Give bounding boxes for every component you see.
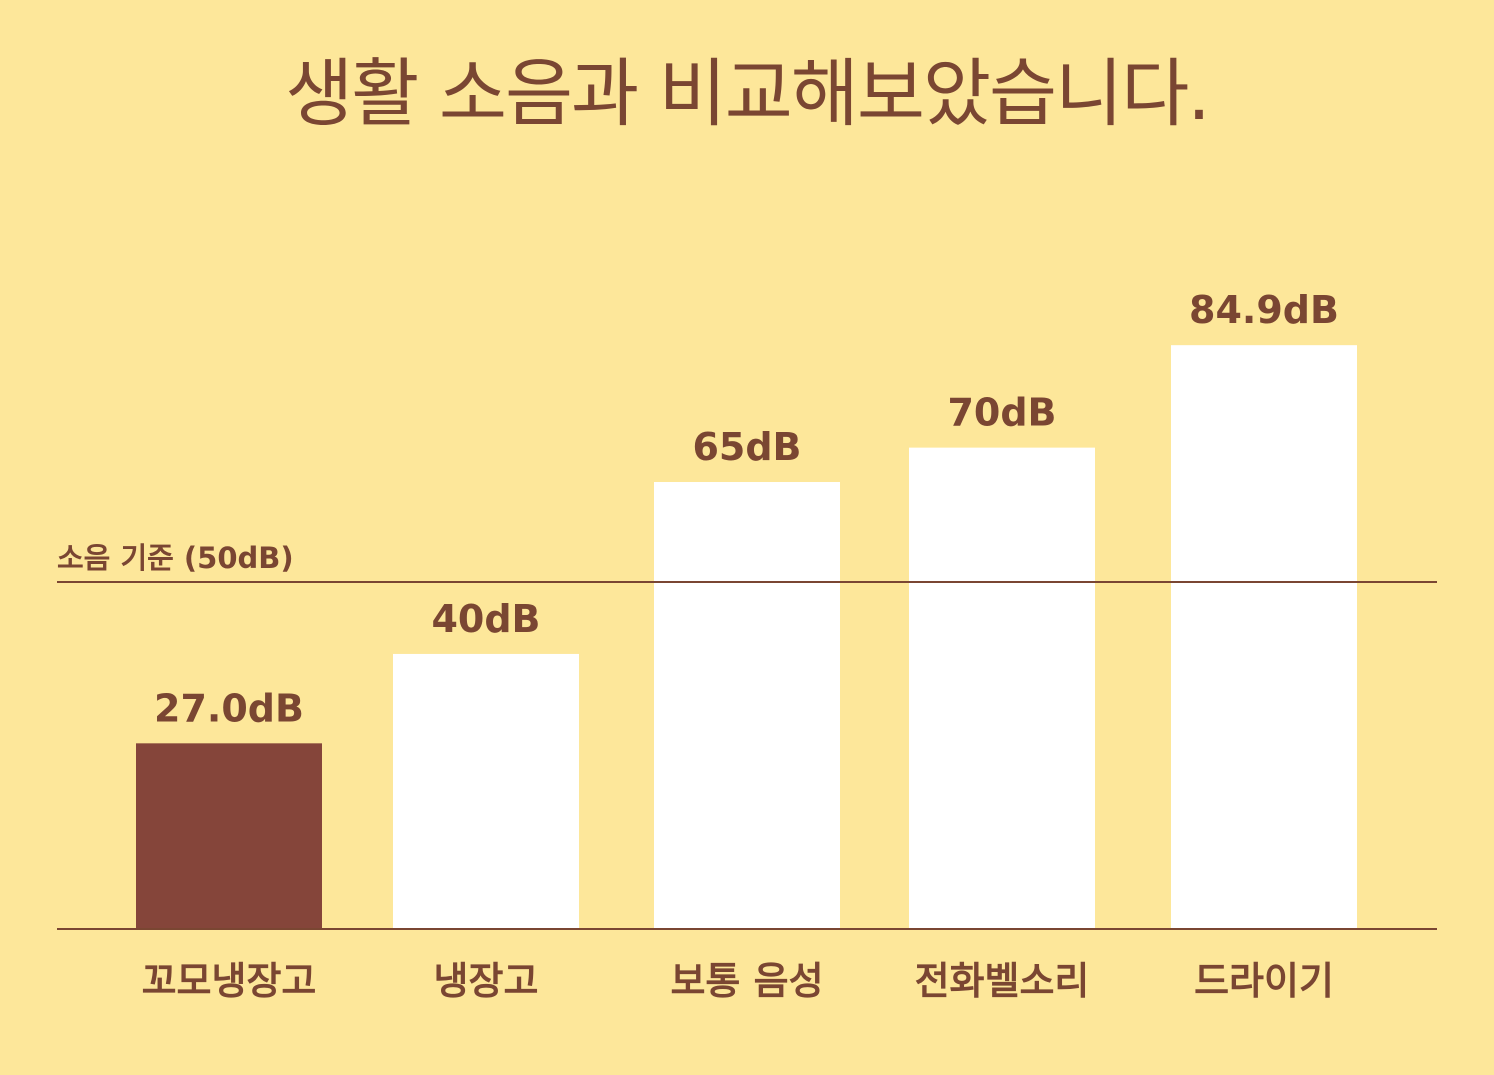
category-label-1: 꼬모냉장고	[142, 959, 317, 1003]
reference-line-label: 소음 기준 (50dB)	[57, 541, 294, 575]
bars-layer	[136, 345, 1357, 929]
category-label-4: 전화벨소리	[915, 959, 1090, 1003]
value-label-4: 70dB	[947, 391, 1056, 435]
bar-1	[136, 743, 322, 929]
bar-4	[909, 447, 1095, 929]
chart-title: 생활 소음과 비교해보았습니다.	[285, 51, 1211, 137]
bar-5	[1171, 345, 1357, 929]
category-label-3: 보통 음성	[670, 959, 823, 1003]
category-label-5: 드라이기	[1194, 959, 1334, 1003]
value-label-5: 84.9dB	[1189, 288, 1339, 332]
labels-layer: 27.0dB 꼬모냉장고 40dB 냉장고 65dB 보통 음성 70dB 전화벨소리 84.9…	[142, 288, 1339, 1003]
category-label-2: 냉장고	[434, 959, 539, 1003]
value-label-3: 65dB	[692, 425, 801, 469]
value-label-2: 40dB	[431, 597, 540, 641]
bar-2	[393, 653, 579, 929]
value-label-1: 27.0dB	[154, 686, 304, 730]
bar-3	[654, 482, 840, 929]
